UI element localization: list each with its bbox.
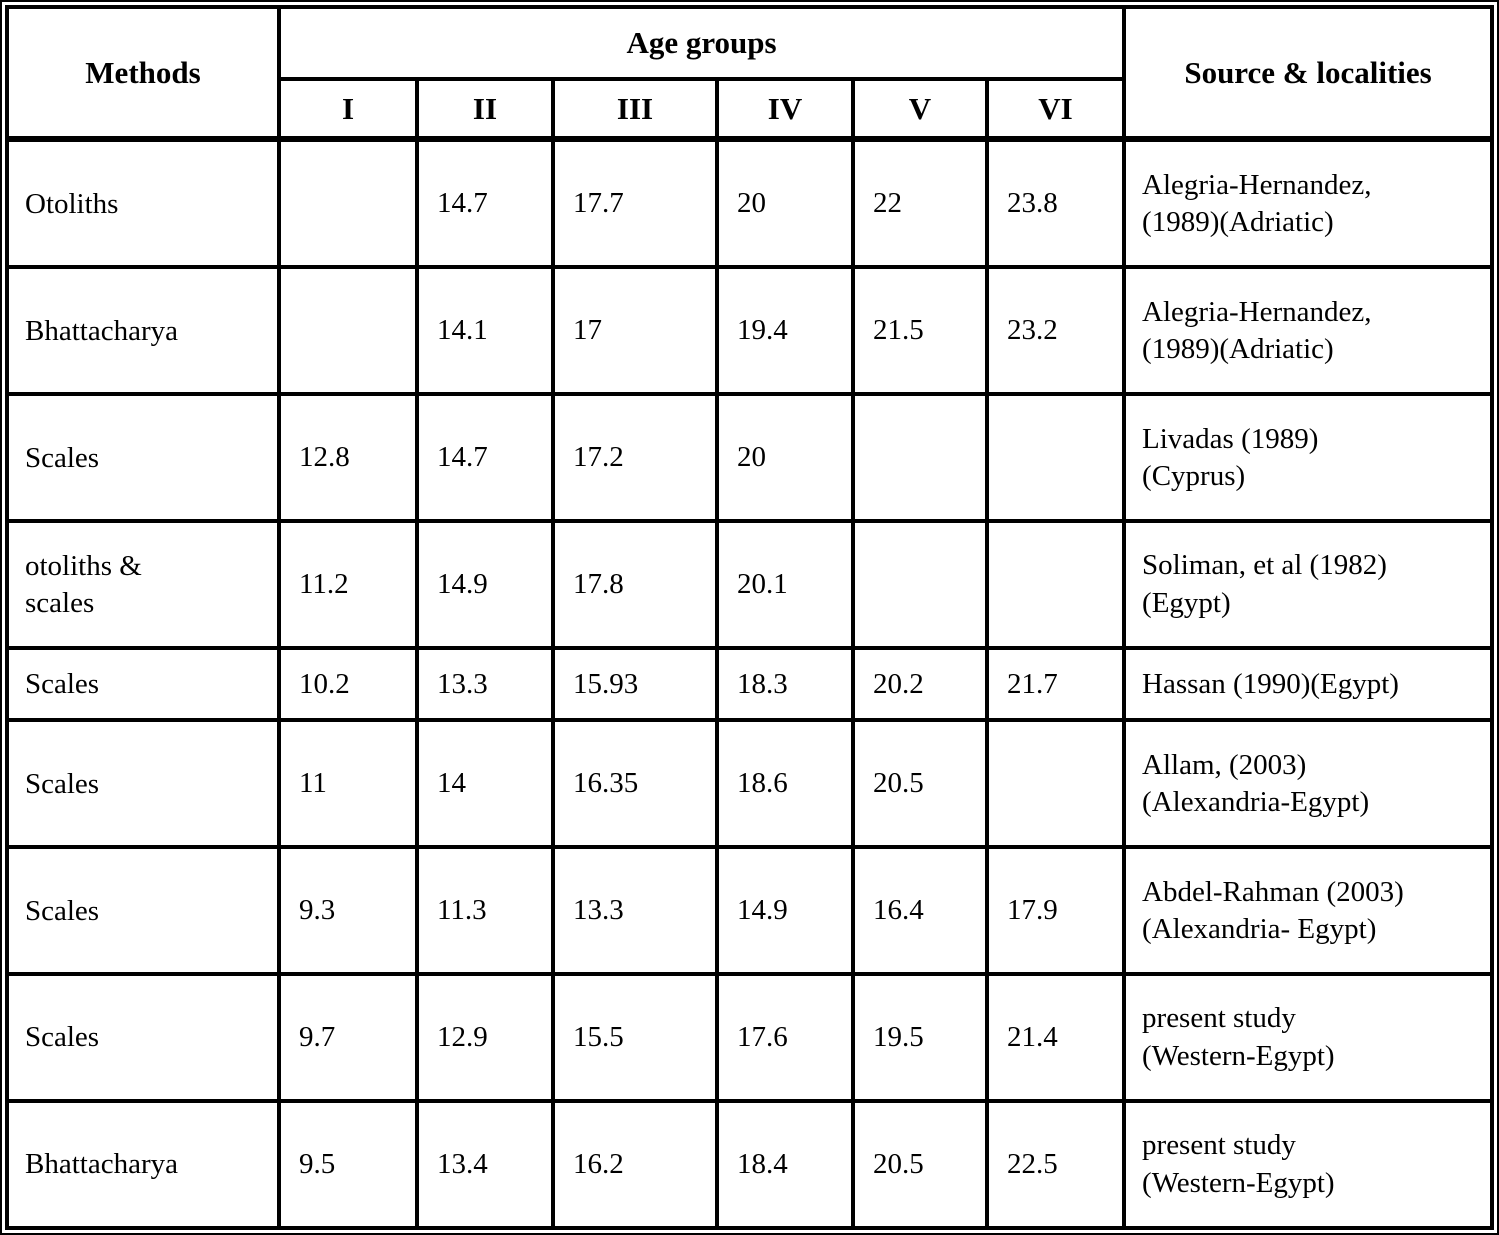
value-cell-IV: 20 [715,136,855,270]
column-header-age-III: III [551,77,719,142]
source-cell: Hassan (1990)(Egypt) [1122,646,1495,723]
source-cell: Abdel-Rahman (2003) (Alexandria- Egypt) [1122,845,1495,977]
value-cell-II: 13.4 [415,1099,555,1230]
source-cell: Livadas (1989) (Cyprus) [1122,392,1495,524]
source-cell: Soliman, et al (1982) (Egypt) [1122,519,1495,651]
value-cell-III: 17.7 [551,136,719,270]
method-cell: otoliths & scales [5,519,281,651]
value-cell-V: 19.5 [851,972,989,1103]
value-cell-V [851,519,989,651]
value-cell-VI [984,392,1127,524]
value-cell-I [277,265,419,397]
table-row-bhattacharya-present-study: Bhattacharya 9.5 13.4 16.2 18.4 20.5 22.… [5,1099,1495,1230]
value-cell-II: 14.7 [415,136,555,270]
table-row-bhattacharya-adriatic: Bhattacharya 14.1 17 19.4 21.5 23.2 Aleg… [5,265,1495,397]
value-cell-III: 17 [551,265,719,397]
value-cell-V: 20.2 [851,646,989,723]
table-row-otoliths-adriatic: Otoliths 14.7 17.7 20 22 23.8 Alegria-He… [5,136,1495,270]
value-cell-IV: 20.1 [715,519,855,651]
method-cell: Bhattacharya [5,265,281,397]
value-cell-IV: 18.3 [715,646,855,723]
table-row-scales-allam: Scales 11 14 16.35 18.6 20.5 Allam, (200… [5,718,1495,850]
table-body: Otoliths 14.7 17.7 20 22 23.8 Alegria-He… [5,136,1495,1230]
value-cell-VI: 21.7 [984,646,1127,723]
source-cell: present study (Western-Egypt) [1122,1099,1495,1230]
value-cell-IV: 14.9 [715,845,855,977]
value-cell-I: 11.2 [277,519,419,651]
value-cell-III: 15.5 [551,972,719,1103]
table-row-scales-abdel-rahman: Scales 9.3 11.3 13.3 14.9 16.4 17.9 Abde… [5,845,1495,977]
value-cell-VI: 23.2 [984,265,1127,397]
value-cell-I: 12.8 [277,392,419,524]
source-cell: Alegria-Hernandez, (1989)(Adriatic) [1122,136,1495,270]
value-cell-V [851,392,989,524]
header-row-top: Methods Age groups Source & localities [5,5,1495,142]
method-cell: Scales [5,392,281,524]
value-cell-III: 16.2 [551,1099,719,1230]
value-cell-II: 12.9 [415,972,555,1103]
value-cell-IV: 20 [715,392,855,524]
value-cell-III: 17.2 [551,392,719,524]
value-cell-IV: 18.4 [715,1099,855,1230]
value-cell-II: 14.1 [415,265,555,397]
value-cell-II: 14.7 [415,392,555,524]
value-cell-IV: 17.6 [715,972,855,1103]
column-header-age-I: I [277,77,419,142]
value-cell-V: 21.5 [851,265,989,397]
value-cell-V: 22 [851,136,989,270]
value-cell-II: 14 [415,718,555,850]
column-header-age-II: II [415,77,555,142]
value-cell-II: 13.3 [415,646,555,723]
value-cell-V: 20.5 [851,718,989,850]
value-cell-III: 13.3 [551,845,719,977]
value-cell-VI: 17.9 [984,845,1127,977]
method-cell: Scales [5,718,281,850]
value-cell-VI: 21.4 [984,972,1127,1103]
value-cell-VI [984,519,1127,651]
value-cell-I [277,136,419,270]
value-cell-V: 20.5 [851,1099,989,1230]
source-cell: Alegria-Hernandez, (1989)(Adriatic) [1122,265,1495,397]
column-header-age-V: V [851,77,989,142]
value-cell-I: 9.7 [277,972,419,1103]
value-cell-I: 9.5 [277,1099,419,1230]
value-cell-III: 15.93 [551,646,719,723]
method-cell: Otoliths [5,136,281,270]
age-groups-table: Methods Age groups Source & localities I… [5,5,1495,1230]
method-cell: Bhattacharya [5,1099,281,1230]
value-cell-I: 10.2 [277,646,419,723]
value-cell-IV: 19.4 [715,265,855,397]
value-cell-V: 16.4 [851,845,989,977]
column-header-age-VI: VI [984,77,1127,142]
value-cell-I: 9.3 [277,845,419,977]
value-cell-II: 11.3 [415,845,555,977]
source-cell: Allam, (2003) (Alexandria-Egypt) [1122,718,1495,850]
method-cell: Scales [5,646,281,723]
value-cell-VI: 23.8 [984,136,1127,270]
table-row-scales-cyprus: Scales 12.8 14.7 17.2 20 Livadas (1989) … [5,392,1495,524]
value-cell-I: 11 [277,718,419,850]
value-cell-III: 16.35 [551,718,719,850]
value-cell-IV: 18.6 [715,718,855,850]
table-row-otoliths-scales-egypt: otoliths & scales 11.2 14.9 17.8 20.1 So… [5,519,1495,651]
header-row-sub: I II III IV V VI [7,77,1492,142]
table-row-scales-present-study: Scales 9.7 12.9 15.5 17.6 19.5 21.4 pres… [5,972,1495,1103]
column-header-source: Source & localities [1122,5,1495,142]
value-cell-III: 17.8 [551,519,719,651]
value-cell-VI [984,718,1127,850]
table-row-scales-hassan: Scales 10.2 13.3 15.93 18.3 20.2 21.7 Ha… [5,646,1495,723]
column-header-methods: Methods [5,5,281,142]
column-header-age-IV: IV [715,77,855,142]
table-header: Methods Age groups Source & localities I… [5,5,1495,142]
method-cell: Scales [5,845,281,977]
value-cell-II: 14.9 [415,519,555,651]
source-cell: present study (Western-Egypt) [1122,972,1495,1103]
method-cell: Scales [5,972,281,1103]
value-cell-VI: 22.5 [984,1099,1127,1230]
column-header-age-groups: Age groups [276,5,1127,81]
